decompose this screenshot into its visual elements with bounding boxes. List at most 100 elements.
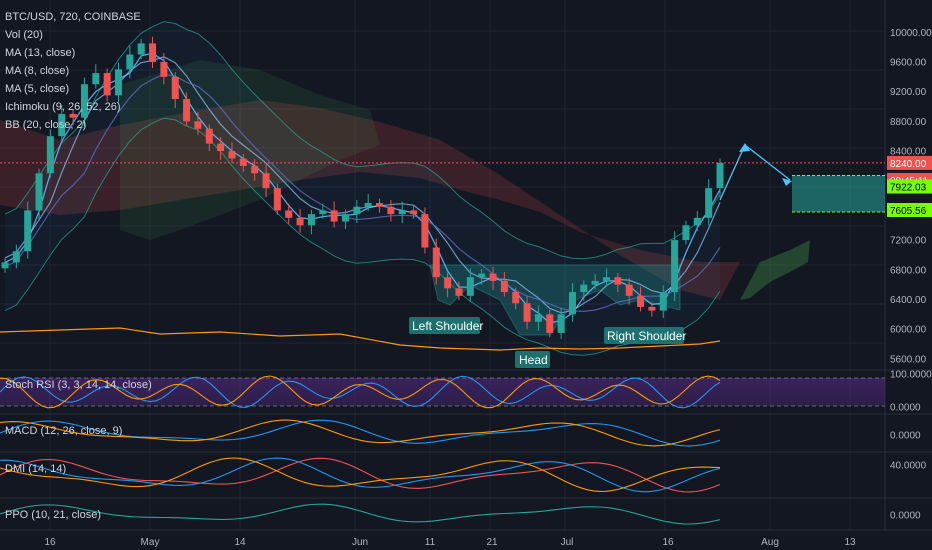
candle-body <box>591 280 599 285</box>
candle-body <box>489 273 497 281</box>
right-shoulder-label: Right Shoulder <box>607 329 686 343</box>
pane-label[interactable]: Stoch RSI (3, 3, 14, 14, close) <box>5 379 152 391</box>
time-tick-label: Aug <box>761 537 779 548</box>
price-tick-label: 6000.00 <box>890 325 927 336</box>
candle-body <box>194 121 202 129</box>
candle-body <box>705 188 713 218</box>
candle-body <box>455 288 463 296</box>
grid-lines <box>0 0 932 531</box>
price-tick-label: 10000.00 <box>890 28 932 39</box>
candle-body <box>1 262 9 269</box>
legend: BTC/USD, 720, COINBASE Vol (20) MA (13, c… <box>5 11 141 131</box>
indicator-line <box>0 419 721 447</box>
candle-body <box>46 136 54 174</box>
pane-label[interactable]: MACD (12, 26, close, 9) <box>5 425 122 437</box>
candles <box>1 36 724 339</box>
price-tick-label: 6400.00 <box>890 295 927 306</box>
candle-body <box>568 292 576 315</box>
candle-body <box>24 210 32 252</box>
time-tick-label: May <box>141 537 160 548</box>
candle-body <box>285 210 293 218</box>
candle-body <box>466 277 474 296</box>
time-axis[interactable]: 16 May 14 Jun 11 21 Jul 16 Aug 13 <box>44 537 856 548</box>
candle-body <box>149 43 157 62</box>
time-tick-label: 21 <box>486 537 498 548</box>
candle-body <box>296 217 304 226</box>
head-annotation: Head <box>515 351 550 368</box>
left-shoulder-annotation: Left Shoulder <box>409 317 483 334</box>
price-tick-label: 7200.00 <box>890 236 927 247</box>
target-zone[interactable] <box>792 175 885 212</box>
head-label: Head <box>519 353 548 367</box>
pane-label[interactable]: PPO (10, 21, close) <box>5 509 101 521</box>
time-tick-label: 16 <box>662 537 674 548</box>
symbol-title: BTC/USD, 720, COINBASE <box>5 11 141 23</box>
price-tick-label: 8800.00 <box>890 117 927 128</box>
candle-body <box>239 158 247 166</box>
right-shoulder-annotation: Right Shoulder <box>604 327 686 344</box>
candle-body <box>205 128 213 144</box>
price-axis[interactable]: 10000.009600.009200.008800.008400.008000… <box>890 28 932 366</box>
candle-body <box>444 277 452 289</box>
price-tick-label: 5600.00 <box>890 354 927 365</box>
moving-averages <box>4 52 721 324</box>
candle-body <box>171 76 179 100</box>
candle-body <box>614 277 622 285</box>
candle-body <box>398 210 406 215</box>
price-tick-label: 9200.00 <box>890 87 927 98</box>
candle-body <box>160 61 168 77</box>
candle-body <box>376 202 384 207</box>
time-tick-label: 11 <box>425 537 436 548</box>
pane-label[interactable]: DMI (14, 14) <box>5 463 66 475</box>
candle-body <box>716 162 724 189</box>
candle-body <box>693 217 701 226</box>
candle-body <box>659 292 667 311</box>
indicator-label[interactable]: MA (5, close) <box>5 83 69 95</box>
candle-body <box>353 206 361 215</box>
candle-body <box>12 251 20 263</box>
indicator-label[interactable]: Vol (20) <box>5 29 43 41</box>
indicator-line <box>0 375 721 409</box>
candle-body <box>523 303 531 322</box>
candle-body <box>500 280 508 293</box>
candle-body <box>410 210 418 215</box>
indicator-line <box>0 419 721 447</box>
pane-tick-label: 40.0000 <box>890 461 927 472</box>
time-tick-label: 13 <box>844 537 856 548</box>
indicator-line <box>0 375 721 409</box>
candle-body <box>35 173 43 211</box>
candle-body <box>478 273 486 278</box>
price-tick-label: 8400.00 <box>890 147 927 158</box>
pane-tick-label: 0.0000 <box>890 403 921 414</box>
indicator-label[interactable]: MA (8, close) <box>5 65 69 77</box>
pane-tick-label: 0.0000 <box>890 511 921 522</box>
pane-tick-label: 0.0000 <box>890 431 921 442</box>
projection-arrowhead-up <box>739 143 750 152</box>
candle-body <box>103 73 111 96</box>
candle-body <box>251 165 259 174</box>
candle-body <box>183 99 191 122</box>
candle-body <box>58 113 66 137</box>
indicator-label[interactable]: Ichimoku (9, 26, 52, 26) <box>5 101 121 113</box>
time-tick-label: Jul <box>561 537 574 548</box>
indicator-line <box>0 457 721 492</box>
candle-body <box>341 214 349 222</box>
projection-arrowhead-right <box>782 178 792 186</box>
candle-body <box>307 214 315 226</box>
candle-body <box>69 113 77 118</box>
price-tick-label: 9600.00 <box>890 57 927 68</box>
price-tick-label: 6800.00 <box>890 265 927 276</box>
candle-body <box>217 143 225 152</box>
zone-lower-tag: 7605.56 <box>887 202 932 217</box>
candle-body <box>546 314 554 333</box>
current-price-label: 8240.00 <box>890 159 927 170</box>
candle-body <box>648 306 656 311</box>
candle-body <box>387 206 395 215</box>
indicator-label[interactable]: BB (20, close, 2) <box>5 119 86 131</box>
indicator-label[interactable]: MA (13, close) <box>5 47 75 59</box>
zone-lower-label: 7605.56 <box>890 206 927 217</box>
time-tick-label: Jun <box>352 537 368 548</box>
candle-body <box>364 202 372 207</box>
candle-body <box>671 240 679 293</box>
